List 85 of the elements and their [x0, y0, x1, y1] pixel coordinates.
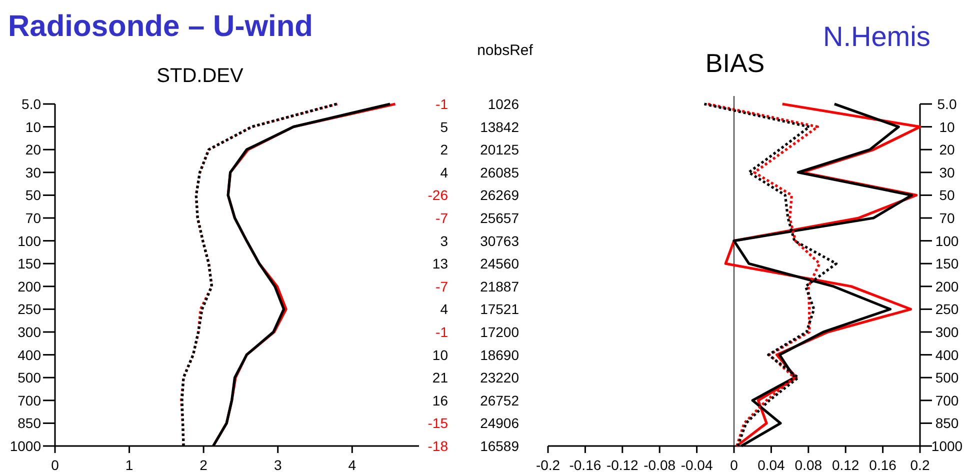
x-tick-label: 0.04 [758, 457, 786, 472]
text: 26752 [480, 392, 520, 408]
y-tick-label: 1000 [10, 438, 42, 454]
y-tick-label: 150 [935, 256, 959, 272]
x-tick-label: 0.16 [869, 457, 897, 472]
y-tick-label: 30 [25, 164, 42, 180]
y-tick-label: 400 [935, 346, 959, 363]
y-tick-label: 500 [18, 370, 42, 386]
text: -26 [428, 187, 448, 204]
text: 20125 [480, 142, 520, 158]
text: 5 [440, 118, 448, 135]
x-tick-label: 4 [348, 457, 356, 472]
y-tick-label: 5.0 [22, 96, 42, 112]
y-tick-label: 700 [18, 392, 42, 408]
x-tick-label: 1 [125, 457, 134, 472]
text: -7 [436, 210, 448, 226]
y-tick-label: 850 [18, 415, 42, 432]
text: -7 [436, 278, 448, 294]
y-tick-label: 250 [18, 301, 42, 318]
x-tick-label: -0.16 [569, 457, 602, 472]
text: 2 [440, 142, 448, 158]
text: 18690 [480, 346, 520, 363]
text: 17521 [480, 301, 520, 318]
x-tick-label: -0.12 [606, 457, 639, 472]
x-tick-label: 0.08 [794, 457, 822, 472]
text: 24906 [480, 415, 520, 432]
text: 30763 [480, 232, 520, 249]
y-tick-label: 1000 [931, 438, 963, 454]
text: 23220 [480, 370, 520, 386]
y-tick-label: 150 [18, 256, 42, 272]
y-tick-label: 700 [935, 392, 959, 408]
y-tick-label: 100 [18, 232, 42, 249]
y-tick-label: 30 [939, 164, 955, 180]
y-tick-label: 50 [939, 187, 955, 204]
text: -1 [436, 324, 448, 340]
y-tick-label: 200 [935, 278, 959, 294]
y-tick-label: 20 [939, 142, 955, 158]
text: -18 [428, 438, 448, 454]
x-tick-label: -0.04 [680, 457, 713, 472]
text: -15 [428, 415, 448, 432]
y-tick-label: 500 [935, 370, 959, 386]
y-tick-label: 50 [25, 187, 42, 204]
x-tick-label: 2 [200, 457, 208, 472]
x-tick-label: 3 [274, 457, 282, 472]
y-tick-label: 850 [935, 415, 959, 432]
y-tick-label: 300 [18, 324, 42, 340]
y-tick-label: 20 [25, 142, 42, 158]
y-tick-label: 100 [935, 232, 959, 249]
text: 16589 [480, 438, 520, 454]
y-tick-label: 70 [25, 210, 42, 226]
text: N.Hemis [823, 21, 930, 52]
text: 16 [432, 392, 448, 408]
chart-title: STD.DEV [156, 65, 244, 87]
y-tick-label: 300 [935, 324, 959, 340]
text: 24560 [480, 256, 520, 272]
text: 3 [440, 232, 448, 249]
text: Radiosonde – U-wind [8, 10, 314, 43]
y-tick-label: 200 [18, 278, 42, 294]
text: 17200 [480, 324, 520, 340]
text: 10 [432, 346, 448, 363]
text: 4 [440, 301, 448, 318]
text: 21887 [480, 278, 520, 294]
x-tick-label: -0.2 [536, 457, 560, 472]
y-tick-label: 10 [939, 118, 955, 135]
text: 13842 [480, 118, 520, 135]
y-tick-label: 250 [935, 301, 959, 318]
x-tick-label: 0.2 [910, 457, 930, 472]
text: 4 [440, 164, 448, 180]
x-tick-label: 0 [730, 457, 738, 472]
text: 1026 [488, 96, 520, 112]
chart-title: BIAS [705, 48, 765, 78]
text: 26269 [480, 187, 520, 204]
text: 26085 [480, 164, 520, 180]
text: 25657 [480, 210, 520, 226]
text: nobsRef [477, 42, 534, 59]
x-tick-label: 0.12 [832, 457, 860, 472]
text: 21 [432, 370, 448, 386]
y-tick-label: 400 [18, 346, 42, 363]
y-tick-label: 10 [25, 118, 42, 135]
x-tick-label: -0.08 [644, 457, 676, 472]
text: 13 [432, 256, 448, 272]
x-tick-label: 0 [51, 457, 60, 472]
y-tick-label: 5.0 [937, 96, 957, 112]
text: -1 [436, 96, 448, 112]
y-tick-label: 70 [939, 210, 955, 226]
